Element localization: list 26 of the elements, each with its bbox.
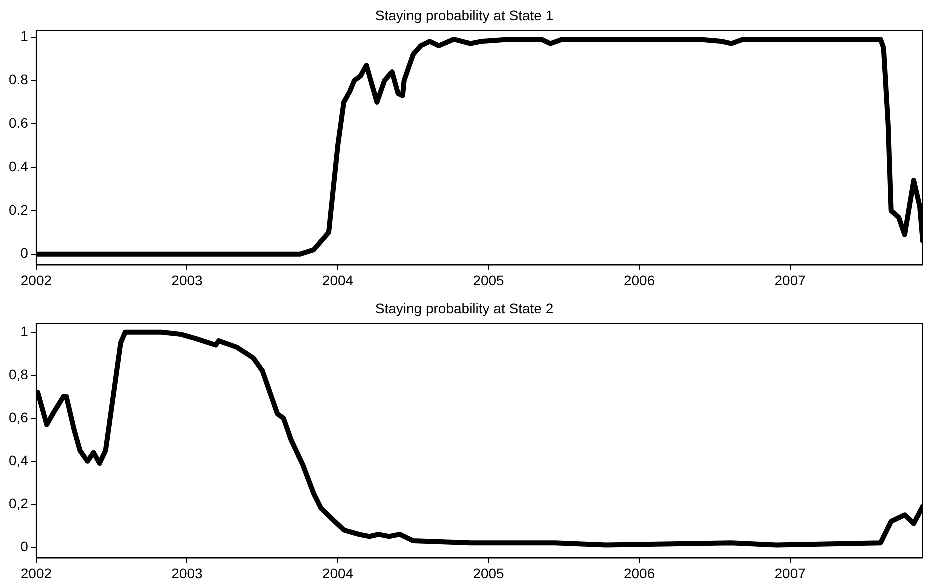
y-tick-label: 0.8 bbox=[8, 72, 29, 88]
x-tick-label: 2002 bbox=[20, 272, 52, 288]
x-tick-label: 2004 bbox=[322, 272, 354, 288]
y-tick-label: 0,2 bbox=[8, 495, 29, 512]
x-tick-label: 2005 bbox=[473, 272, 505, 288]
y-tick-label: 0,8 bbox=[8, 366, 29, 382]
x-tick-label: 2003 bbox=[172, 272, 204, 288]
chart-title: Staying probability at State 2 bbox=[375, 300, 554, 316]
x-tick-label: 2006 bbox=[624, 565, 656, 582]
x-tick-label: 2005 bbox=[473, 565, 505, 582]
x-tick-label: 2002 bbox=[20, 565, 52, 582]
y-tick-label: 0,4 bbox=[8, 452, 29, 468]
y-tick-label: 0.6 bbox=[8, 114, 29, 131]
y-tick-label: 0 bbox=[20, 538, 29, 554]
x-tick-label: 2003 bbox=[172, 565, 204, 582]
x-tick-label: 2007 bbox=[774, 272, 806, 288]
x-tick-label: 2004 bbox=[322, 565, 354, 582]
y-tick-label: 1 bbox=[20, 28, 29, 44]
y-tick-label: 0.4 bbox=[8, 158, 29, 174]
y-tick-label: 0.2 bbox=[8, 202, 29, 218]
y-tick-label: 0,6 bbox=[8, 409, 29, 426]
y-tick-label: 0 bbox=[20, 245, 29, 262]
x-tick-label: 2007 bbox=[774, 565, 806, 582]
y-tick-label: 1 bbox=[20, 323, 29, 340]
x-tick-label: 2006 bbox=[624, 272, 656, 288]
chart-title: Staying probability at State 1 bbox=[375, 7, 554, 24]
